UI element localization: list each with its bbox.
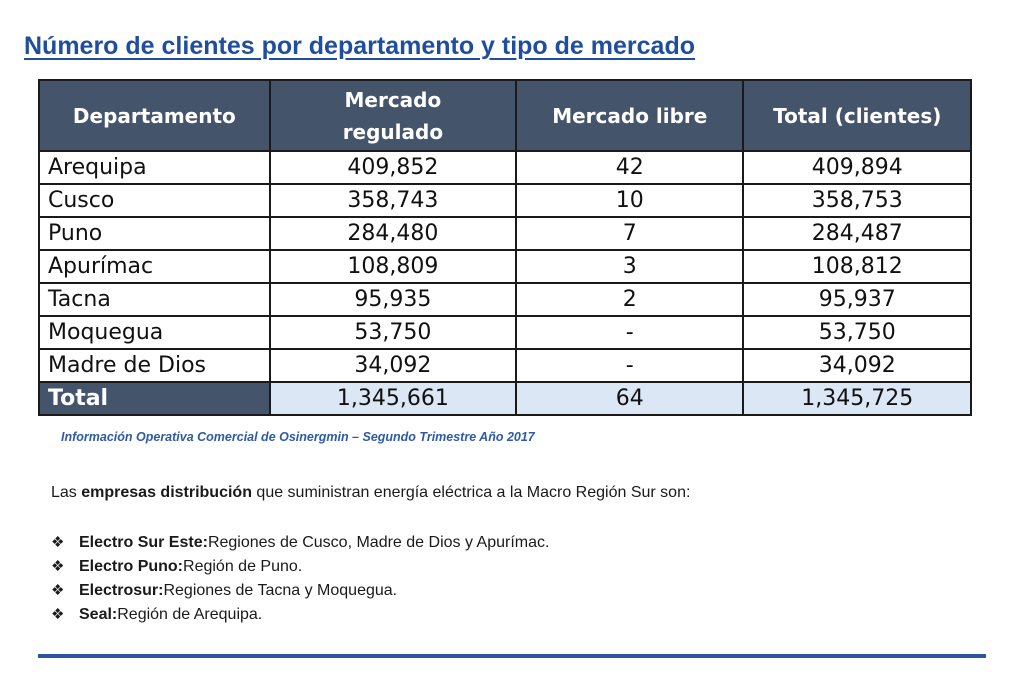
table-row: Puno 284,480 7 284,487 — [38, 216, 972, 251]
diamond-bullet-icon: ❖ — [51, 558, 65, 575]
company-name: Electro Puno: — [79, 558, 184, 575]
intro-before: Las — [51, 484, 82, 501]
cell-regulado: 34,092 — [268, 348, 518, 383]
table-row: Tacna 95,935 2 95,937 — [38, 282, 972, 317]
cell-total: 409,894 — [742, 150, 972, 185]
diamond-bullet-icon: ❖ — [51, 534, 65, 551]
table-row: Apurímac 108,809 3 108,812 — [38, 249, 972, 284]
cell-regulado: 409,852 — [268, 150, 518, 185]
cell-libre: 3 — [515, 249, 745, 284]
cell-total: 358,753 — [742, 183, 972, 218]
table-row: Moquegua 53,750 - 53,750 — [38, 315, 972, 350]
list-item: ❖ Electro Sur Este: Regiones de Cusco, M… — [51, 531, 549, 555]
intro-bold: empresas distribución — [81, 484, 252, 501]
header-departamento: Departamento — [38, 79, 271, 152]
cell-total-label: Total — [38, 381, 271, 416]
intro-paragraph: Las empresas distribución que suministra… — [51, 484, 690, 502]
cell-libre: 7 — [515, 216, 745, 251]
list-item: ❖ Electrosur: Regiones de Tacna y Moqueg… — [51, 579, 549, 603]
company-desc: Región de Puno. — [183, 558, 303, 575]
clients-table: Departamento Mercado regulado Mercado li… — [38, 79, 972, 416]
header-regulado-line1: Mercado — [344, 87, 442, 112]
source-note: Información Operativa Comercial de Osine… — [61, 430, 535, 444]
cell-regulado: 95,935 — [268, 282, 518, 317]
intro-after: que suministran energía eléctrica a la M… — [251, 484, 691, 501]
cell-total: 284,487 — [742, 216, 972, 251]
cell-dept: Arequipa — [38, 150, 271, 185]
cell-libre: - — [515, 348, 745, 383]
cell-libre: 10 — [515, 183, 745, 218]
companies-list: ❖ Electro Sur Este: Regiones de Cusco, M… — [51, 531, 549, 627]
table-header-row: Departamento Mercado regulado Mercado li… — [38, 79, 972, 152]
cell-total-libre: 64 — [515, 381, 745, 416]
diamond-bullet-icon: ❖ — [51, 606, 65, 623]
page-title: Número de clientes por departamento y ti… — [24, 32, 695, 60]
list-item: ❖ Seal: Región de Arequipa. — [51, 603, 549, 627]
cell-libre: 2 — [515, 282, 745, 317]
cell-libre: - — [515, 315, 745, 350]
cell-regulado: 284,480 — [268, 216, 518, 251]
cell-dept: Moquegua — [38, 315, 271, 350]
cell-dept: Apurímac — [38, 249, 271, 284]
table-row: Cusco 358,743 10 358,753 — [38, 183, 972, 218]
header-total-clientes: Total (clientes) — [742, 79, 972, 152]
list-item: ❖ Electro Puno: Región de Puno. — [51, 555, 549, 579]
header-mercado-libre: Mercado libre — [515, 79, 745, 152]
cell-dept: Tacna — [38, 282, 271, 317]
cell-regulado: 358,743 — [268, 183, 518, 218]
cell-total: 108,812 — [742, 249, 972, 284]
cell-total-total: 1,345,725 — [742, 381, 972, 416]
cell-dept: Madre de Dios — [38, 348, 271, 383]
total-row: Total 1,345,661 64 1,345,725 — [38, 381, 972, 416]
cell-regulado: 108,809 — [268, 249, 518, 284]
company-name: Electro Sur Este: — [79, 534, 208, 551]
footer-divider — [38, 654, 986, 658]
company-desc: Región de Arequipa. — [117, 606, 263, 623]
company-desc: Regiones de Cusco, Madre de Dios y Apurí… — [207, 534, 550, 551]
header-mercado-regulado: Mercado regulado — [268, 79, 518, 152]
cell-libre: 42 — [515, 150, 745, 185]
table-row: Arequipa 409,852 42 409,894 — [38, 150, 972, 185]
cell-total-regulado: 1,345,661 — [268, 381, 518, 416]
header-regulado-line2: regulado — [342, 119, 444, 144]
table-row: Madre de Dios 34,092 - 34,092 — [38, 348, 972, 383]
cell-total: 34,092 — [742, 348, 972, 383]
cell-dept: Puno — [38, 216, 271, 251]
diamond-bullet-icon: ❖ — [51, 582, 65, 599]
company-name: Seal: — [79, 606, 118, 623]
cell-total: 53,750 — [742, 315, 972, 350]
company-name: Electrosur: — [79, 582, 164, 599]
cell-regulado: 53,750 — [268, 315, 518, 350]
cell-dept: Cusco — [38, 183, 271, 218]
cell-total: 95,937 — [742, 282, 972, 317]
company-desc: Regiones de Tacna y Moquegua. — [163, 582, 398, 599]
